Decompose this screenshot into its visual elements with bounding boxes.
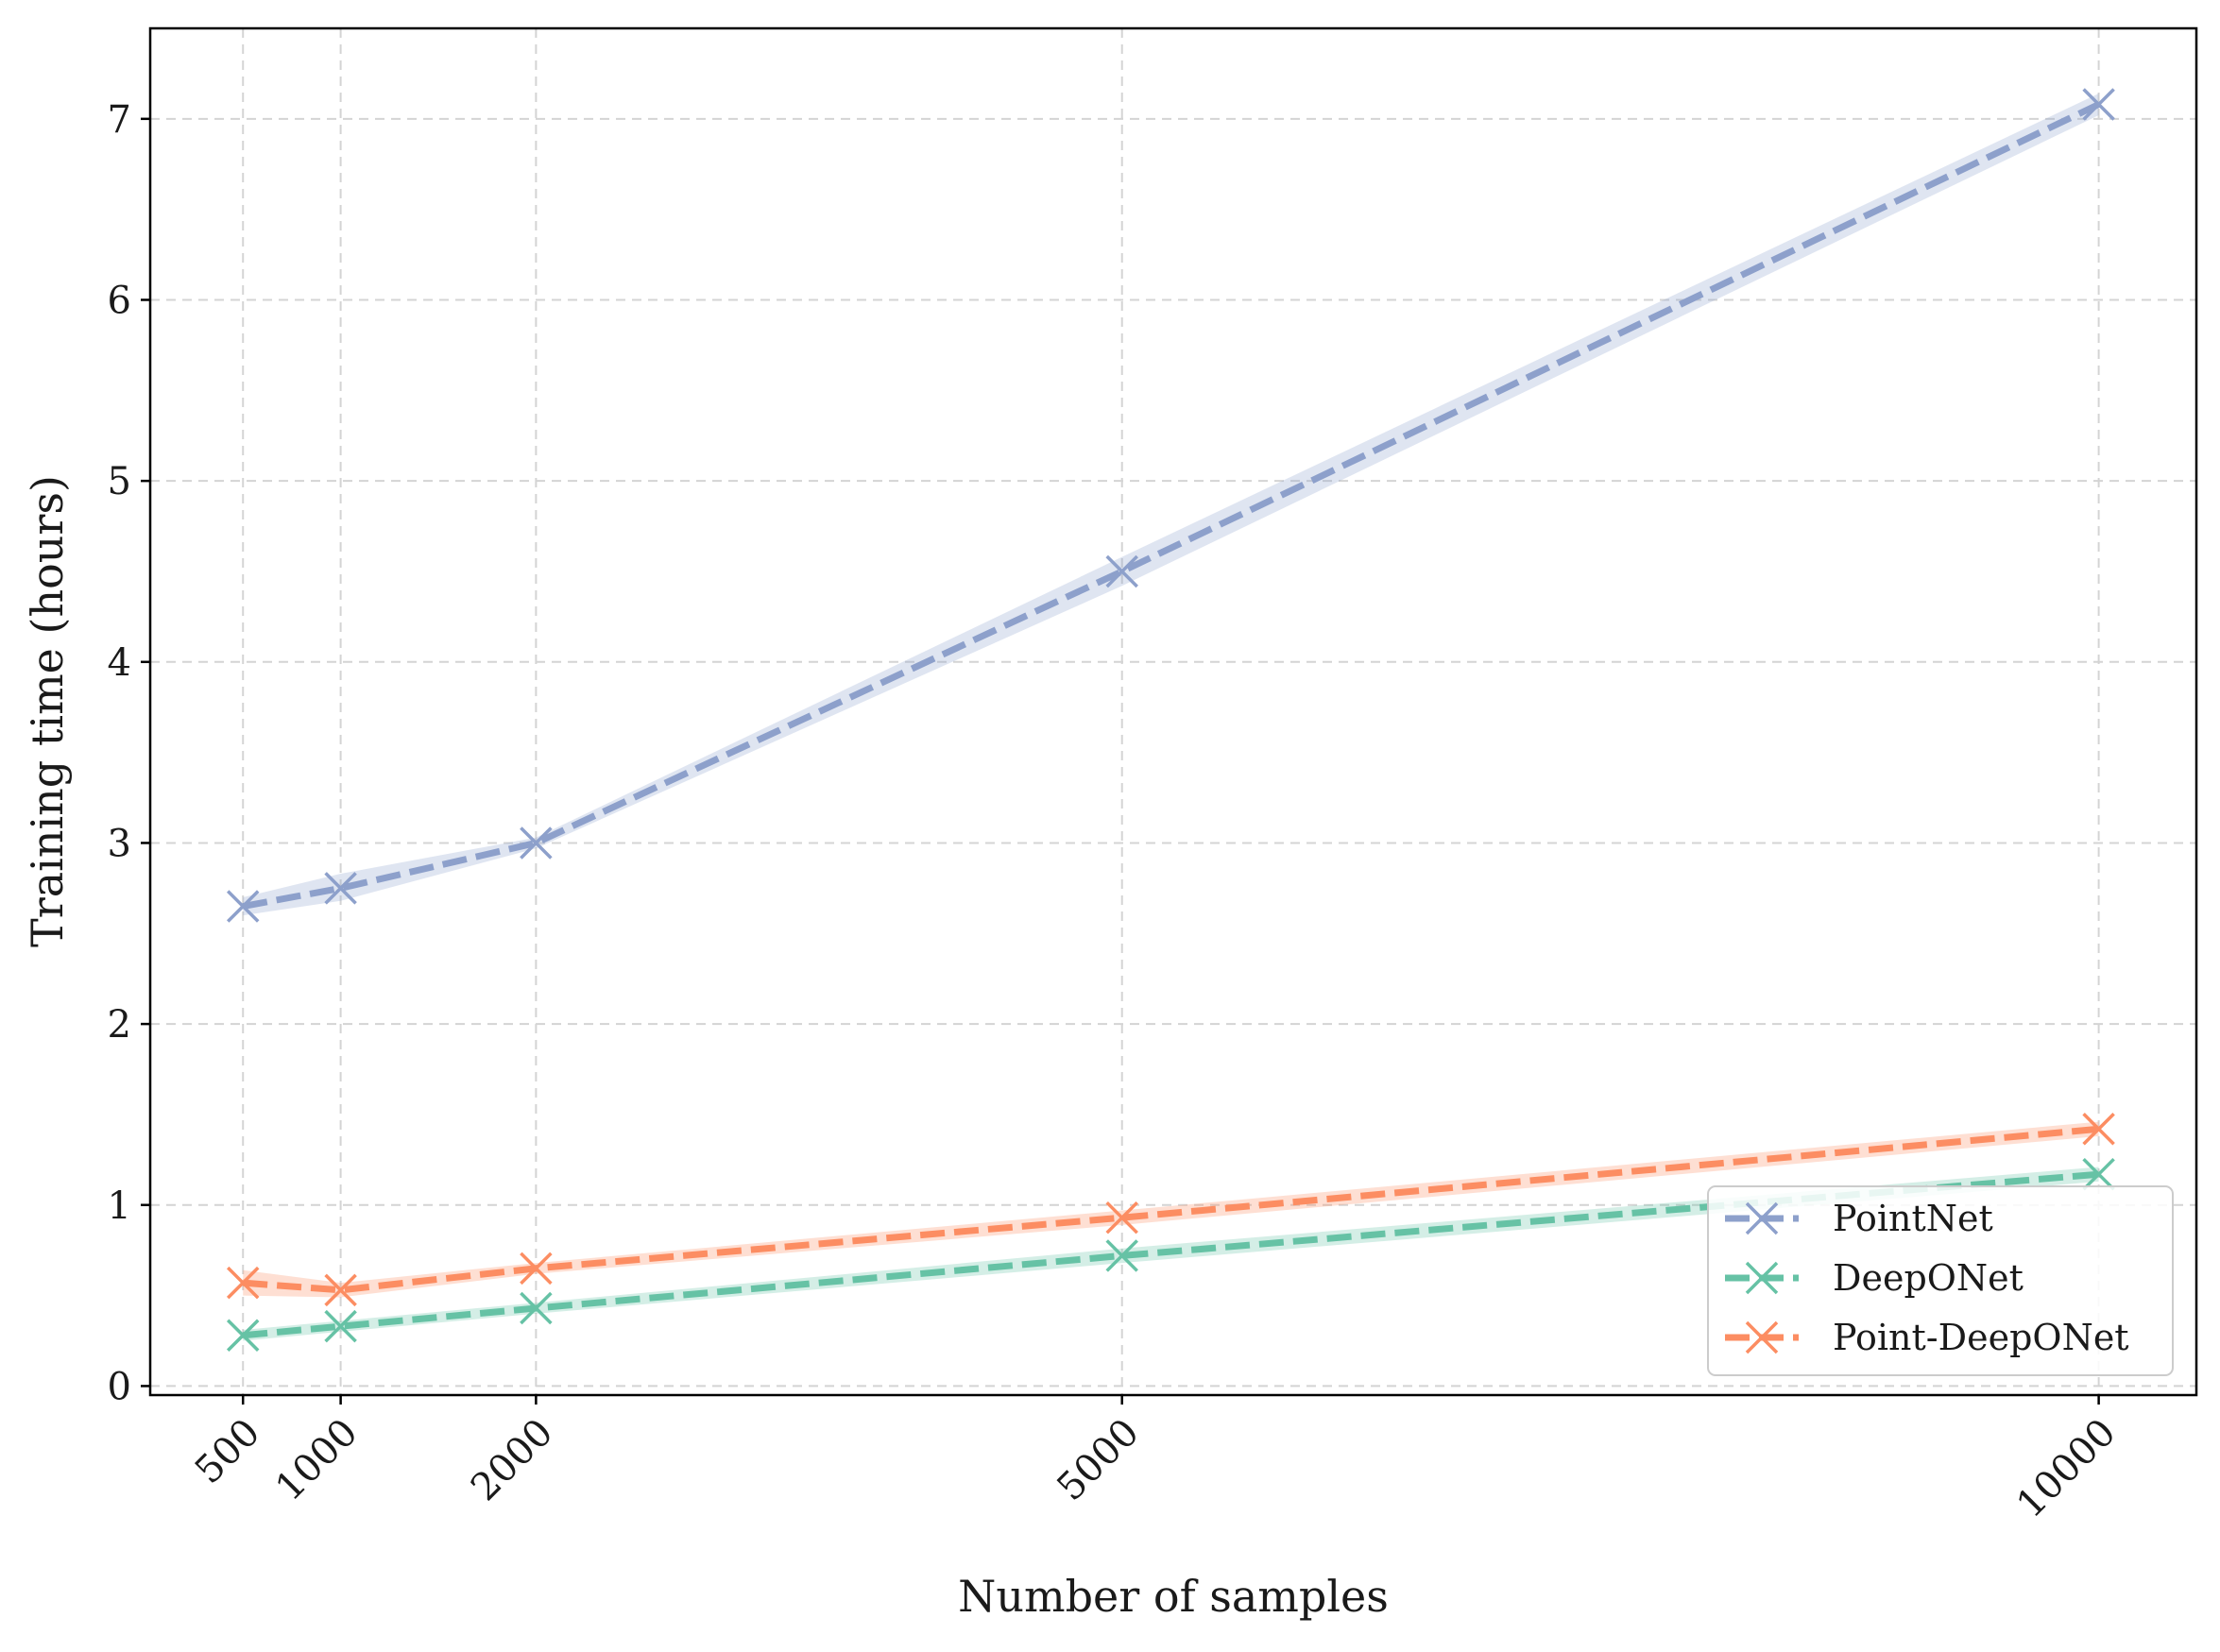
legend-point-deeponet-marker — [1745, 1320, 1779, 1354]
point-deeponet-marker — [1105, 1201, 1138, 1235]
point-deeponet-marker — [2082, 1113, 2115, 1146]
point-deeponet-marker — [520, 1252, 553, 1286]
legend-pointnet-marker — [1745, 1201, 1779, 1235]
pointnet-marker — [2082, 88, 2115, 121]
x-axis-label: Number of samples — [958, 1571, 1389, 1622]
series-markers — [226, 88, 2115, 1352]
y-tick-label: 6 — [108, 279, 131, 322]
x-tick-label: 500 — [187, 1411, 269, 1493]
x-tick-label: 10000 — [2008, 1411, 2125, 1527]
deeponet-marker — [226, 1319, 260, 1352]
pointnet-band — [243, 93, 2099, 916]
deeponet-marker — [520, 1291, 553, 1325]
deeponet-marker — [1105, 1239, 1138, 1272]
deeponet-marker — [324, 1309, 357, 1343]
plot-frame — [148, 26, 2198, 1397]
x-tick-label: 1000 — [267, 1411, 367, 1510]
deeponet-marker — [2082, 1157, 2115, 1191]
pointnet-marker — [520, 826, 553, 860]
point-deeponet-marker — [324, 1273, 357, 1307]
y-tick-label: 4 — [108, 641, 131, 685]
legend-deeponet-label: DeepONet — [1833, 1257, 2024, 1299]
y-tick-label: 2 — [108, 1003, 131, 1047]
legend-pointnet-label: PointNet — [1833, 1198, 1993, 1239]
legend-box — [1707, 1185, 2174, 1376]
x-tick-label: 2000 — [463, 1411, 562, 1510]
y-tick-label: 1 — [108, 1184, 131, 1228]
pointnet-line — [242, 101, 2101, 910]
pointnet-marker — [324, 872, 357, 905]
legend-deeponet-marker — [1745, 1261, 1779, 1295]
x-tick-label: 5000 — [1049, 1411, 1148, 1510]
legend-point-deeponet-label: Point-DeepONet — [1833, 1317, 2129, 1358]
y-tick-label: 0 — [108, 1365, 131, 1408]
y-tick-label: 7 — [108, 98, 131, 142]
y-axis-label: Training time (hours) — [22, 475, 73, 947]
point-deeponet-marker — [226, 1266, 260, 1300]
pointnet-marker — [226, 890, 260, 923]
y-tick-label: 5 — [108, 460, 131, 503]
pointnet-marker — [1105, 554, 1138, 588]
legend: PointNet DeepONet Point-DeepONet — [1707, 1185, 2174, 1376]
y-tick-label: 3 — [108, 822, 131, 865]
